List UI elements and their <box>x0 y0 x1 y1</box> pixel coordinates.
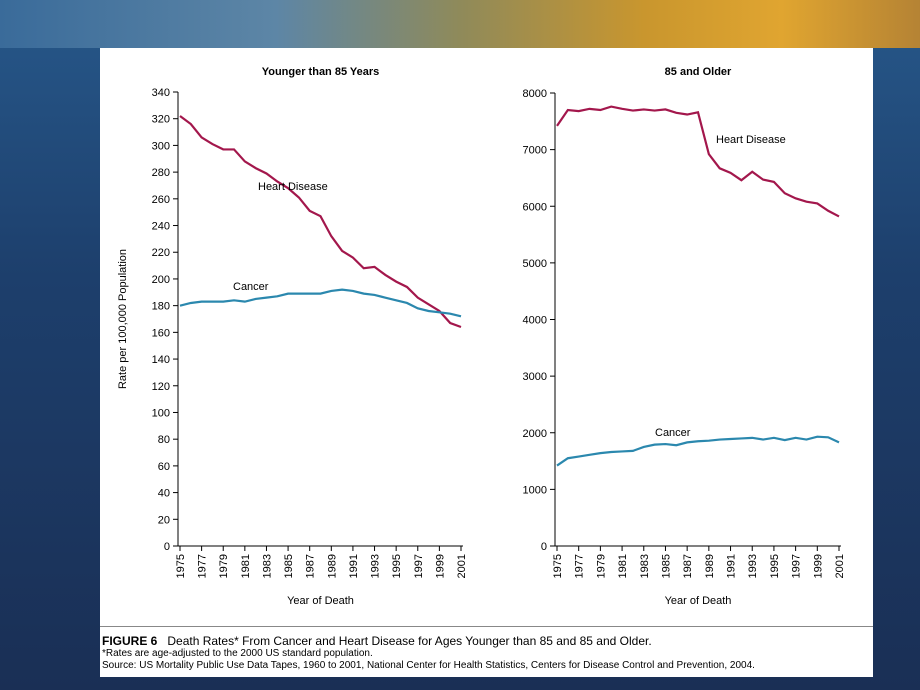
y-tick-label: 220 <box>152 247 170 259</box>
series-label: Heart Disease <box>716 134 786 146</box>
x-tick-label: 1983 <box>261 554 273 578</box>
x-tick-label: 1991 <box>348 554 360 578</box>
y-tick-label: 260 <box>152 194 170 206</box>
caption-note: *Rates are age-adjusted to the 2000 US s… <box>102 648 373 659</box>
y-tick-label: 320 <box>152 114 170 126</box>
y-tick-label: 5000 <box>523 258 547 270</box>
x-axis-label: Year of Death <box>665 595 732 607</box>
x-tick-label: 1985 <box>660 554 672 578</box>
y-tick-label: 0 <box>164 541 170 553</box>
y-tick-label: 120 <box>152 381 170 393</box>
y-tick-label: 4000 <box>523 315 547 327</box>
y-tick-label: 1000 <box>523 484 547 496</box>
x-tick-label: 1981 <box>240 554 252 578</box>
y-tick-label: 7000 <box>523 145 547 157</box>
y-tick-label: 100 <box>152 407 170 419</box>
x-tick-label: 1977 <box>197 554 209 578</box>
x-tick-label: 2001 <box>834 554 846 578</box>
x-tick-label: 1983 <box>639 554 651 578</box>
series-label: Heart Disease <box>258 181 328 193</box>
x-tick-label: 1991 <box>726 554 738 578</box>
y-tick-label: 2000 <box>523 428 547 440</box>
x-axis-label: Year of Death <box>287 595 354 607</box>
x-tick-label: 1995 <box>391 554 403 578</box>
y-tick-label: 280 <box>152 167 170 179</box>
x-tick-label: 1989 <box>326 554 338 578</box>
y-tick-label: 240 <box>152 221 170 233</box>
y-tick-label: 140 <box>152 354 170 366</box>
figure-panel <box>100 48 873 677</box>
y-tick-label: 3000 <box>523 371 547 383</box>
caption-text: Death Rates* From Cancer and Heart Disea… <box>167 634 652 648</box>
x-tick-label: 1977 <box>574 554 586 578</box>
x-tick-label: 1979 <box>595 554 607 578</box>
y-tick-label: 60 <box>158 461 170 473</box>
x-tick-label: 1993 <box>747 554 759 578</box>
x-tick-label: 1975 <box>552 554 564 578</box>
y-tick-label: 8000 <box>523 88 547 100</box>
series-label: Cancer <box>655 427 691 439</box>
x-tick-label: 1987 <box>682 554 694 578</box>
chart-title: 85 and Older <box>665 66 732 78</box>
caption: FIGURE 6 Death Rates* From Cancer and He… <box>100 626 873 677</box>
y-axis-label: Rate per 100,000 Population <box>117 249 129 389</box>
line-series <box>556 105 840 218</box>
y-tick-label: 160 <box>152 327 170 339</box>
y-tick-label: 300 <box>152 140 170 152</box>
x-tick-label: 1993 <box>370 554 382 578</box>
x-tick-label: 1989 <box>704 554 716 578</box>
x-tick-label: 1995 <box>769 554 781 578</box>
x-tick-label: 1997 <box>791 554 803 578</box>
y-tick-label: 180 <box>152 301 170 313</box>
chart-title: Younger than 85 Years <box>262 66 380 78</box>
y-tick-label: 20 <box>158 514 170 526</box>
line-series <box>556 435 840 467</box>
x-tick-label: 1999 <box>812 554 824 578</box>
x-tick-label: 1999 <box>434 554 446 578</box>
figure-label: FIGURE 6 <box>102 634 158 648</box>
y-tick-label: 0 <box>541 541 547 553</box>
y-tick-label: 80 <box>158 434 170 446</box>
caption-line: FIGURE 6 Death Rates* From Cancer and He… <box>102 634 873 648</box>
y-tick-label: 6000 <box>523 201 547 213</box>
caption-source: Source: US Mortality Public Use Data Tap… <box>102 660 755 671</box>
x-tick-label: 1985 <box>283 554 295 578</box>
y-tick-label: 40 <box>158 488 170 500</box>
x-tick-label: 1987 <box>305 554 317 578</box>
series-label: Cancer <box>233 281 269 293</box>
x-tick-label: 1981 <box>617 554 629 578</box>
x-tick-label: 1997 <box>413 554 425 578</box>
y-tick-label: 340 <box>152 87 170 99</box>
x-tick-label: 2001 <box>456 554 468 578</box>
line-series <box>179 288 462 318</box>
x-tick-label: 1979 <box>218 554 230 578</box>
banner <box>0 0 920 48</box>
line-series <box>179 115 462 329</box>
x-tick-label: 1975 <box>175 554 187 578</box>
y-tick-label: 200 <box>152 274 170 286</box>
